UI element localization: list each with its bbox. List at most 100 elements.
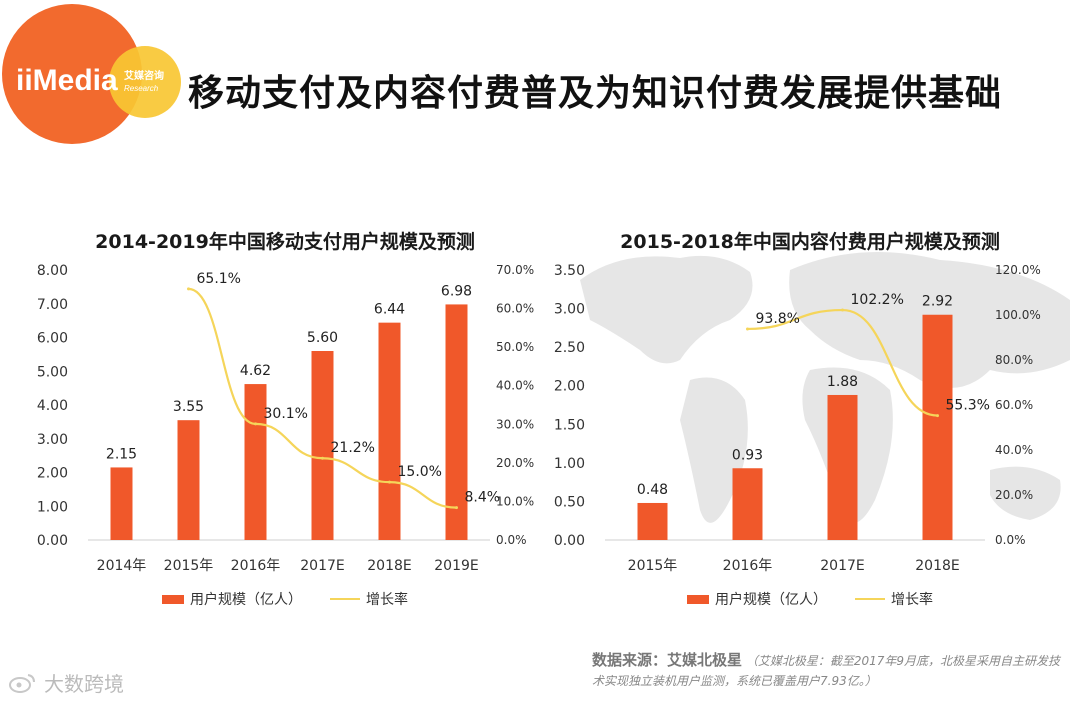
bar-value-label: 2.15	[106, 446, 137, 462]
source-head: 数据来源：艾媒北极星	[592, 651, 743, 669]
logo-text: iiMedia	[16, 64, 118, 97]
bar-value-label: 4.62	[240, 363, 271, 379]
chart-plot: 0.00 0.50 1.00 1.50 2.00 2.50 3.00 3.50 0.0% 20.0…	[554, 263, 1041, 574]
bar-value-label: 3.55	[173, 399, 204, 415]
bar	[177, 420, 200, 540]
bar-value-label: 5.60	[307, 330, 338, 346]
y-tick-label: 2.00	[37, 466, 68, 482]
y-tick-label: 1.50	[554, 417, 585, 433]
growth-point	[936, 414, 939, 418]
legend-bar-swatch	[687, 594, 709, 604]
legend-item-bar: 用户规模（亿人）	[687, 589, 827, 609]
logo-sub-en: Research	[124, 84, 159, 93]
y-tick-label: 6.00	[37, 331, 68, 347]
x-tick-label: 2017E	[820, 558, 864, 574]
legend-item-line: 增长率	[855, 589, 933, 609]
brand-logo: iiMedia 艾媒咨询 Research	[0, 0, 190, 150]
x-tick-label: 2015年	[164, 558, 214, 574]
chart-title: 2015-2018年中国内容付费用户规模及预测	[620, 231, 1000, 253]
y-tick-label: 0.00	[554, 533, 585, 549]
page-title: 移动支付及内容付费普及为知识付费发展提供基础	[188, 73, 1003, 114]
x-tick-label: 2016年	[231, 558, 281, 574]
y2-tick-label: 120.0%	[995, 263, 1041, 277]
y2-tick-label: 10.0%	[496, 494, 534, 508]
bar	[311, 351, 334, 540]
bar	[378, 322, 401, 540]
growth-point	[254, 422, 257, 426]
legend-item-line: 增长率	[330, 589, 408, 609]
legend-label: 用户规模（亿人）	[190, 592, 302, 608]
y2-tick-label: 70.0%	[496, 263, 534, 277]
y-tick-label: 3.50	[554, 263, 585, 279]
growth-value-label: 65.1%	[197, 271, 241, 287]
bar-value-label: 1.88	[827, 374, 858, 390]
growth-point	[455, 506, 458, 510]
y-tick-label: 1.00	[37, 499, 68, 515]
bar-value-label: 0.48	[637, 482, 668, 498]
source-note: 数据来源：艾媒北极星 （艾媒北极星：截至2017年9月底，北极星采用自主研发技术…	[592, 650, 1062, 691]
growth-point	[841, 308, 844, 312]
growth-point	[388, 480, 391, 484]
bar	[445, 304, 468, 540]
y2-tick-label: 0.0%	[496, 533, 527, 547]
bar-value-label: 0.93	[732, 447, 763, 463]
y2-tick-label: 20.0%	[496, 456, 534, 470]
logo-yellow-circle	[109, 46, 181, 118]
y2-tick-label: 0.0%	[995, 533, 1026, 547]
y-tick-label: 5.00	[37, 364, 68, 380]
chart-content-payment: 2015-2018年中国内容付费用户规模及预测 0.00 0.50 1.00 1.50…	[545, 215, 1075, 615]
growth-point	[746, 327, 749, 331]
x-tick-label: 2017E	[300, 558, 344, 574]
growth-value-label: 21.2%	[331, 440, 375, 456]
chart-legend: 用户规模（亿人） 增长率	[20, 589, 550, 609]
growth-value-label: 102.2%	[851, 292, 904, 308]
bar-value-label: 2.92	[922, 294, 953, 310]
legend-line-swatch	[330, 598, 360, 600]
logo-orange-circle	[2, 4, 142, 144]
watermark-text: 大数跨境	[44, 672, 124, 696]
bar	[827, 394, 858, 540]
legend-bar-swatch	[162, 594, 184, 604]
y2-tick-label: 80.0%	[995, 353, 1033, 367]
y2-tick-label: 20.0%	[995, 488, 1033, 502]
x-tick-label: 2019E	[434, 558, 478, 574]
growth-value-label: 8.4%	[465, 490, 501, 506]
y2-tick-label: 100.0%	[995, 308, 1041, 322]
legend-label: 用户规模（亿人）	[715, 592, 827, 608]
y2-tick-label: 40.0%	[995, 443, 1033, 457]
y-tick-label: 0.50	[554, 494, 585, 510]
legend-item-bar: 用户规模（亿人）	[162, 589, 302, 609]
growth-value-label: 93.8%	[756, 311, 800, 327]
y-tick-label: 0.00	[37, 533, 68, 549]
chart-plot: 0.00 1.00 2.00 3.00 4.00 5.00 6.00 7.00 8.00 0.0%…	[37, 263, 534, 574]
logo-sub-cn: 艾媒咨询	[124, 69, 164, 82]
source-detail: （艾媒北极星：截至2017年9月底，北极星采用自主研发技术实现独立装机用户监测，…	[592, 654, 1061, 688]
y-tick-label: 7.00	[37, 297, 68, 313]
growth-value-label: 55.3%	[946, 398, 990, 414]
y-tick-label: 3.00	[554, 302, 585, 318]
bar	[922, 314, 953, 540]
watermark: 大数跨境	[8, 668, 124, 697]
growth-value-label: 30.1%	[264, 406, 308, 422]
growth-point	[187, 287, 190, 291]
y-tick-label: 2.50	[554, 340, 585, 356]
y2-tick-label: 30.0%	[496, 417, 534, 431]
chart-legend: 用户规模（亿人） 增长率	[545, 589, 1075, 609]
bar	[110, 467, 133, 540]
growth-value-label: 15.0%	[398, 464, 442, 480]
x-tick-label: 2018E	[915, 558, 959, 574]
y-tick-label: 1.00	[554, 456, 585, 472]
y2-tick-label: 40.0%	[496, 379, 534, 393]
x-tick-label: 2016年	[723, 558, 773, 574]
growth-point	[321, 456, 324, 460]
weibo-icon	[9, 673, 35, 693]
growth-line	[188, 287, 457, 509]
chart-mobile-payment: 2014-2019年中国移动支付用户规模及预测 0.00 1.00 2.00 3.00…	[20, 215, 550, 615]
x-tick-label: 2015年	[628, 558, 678, 574]
y-tick-label: 2.00	[554, 379, 585, 395]
chart-title: 2014-2019年中国移动支付用户规模及预测	[95, 231, 475, 253]
y-tick-label: 8.00	[37, 263, 68, 279]
bar-value-label: 6.44	[374, 302, 405, 318]
bar-value-label: 6.98	[441, 283, 472, 299]
legend-line-swatch	[855, 598, 885, 600]
